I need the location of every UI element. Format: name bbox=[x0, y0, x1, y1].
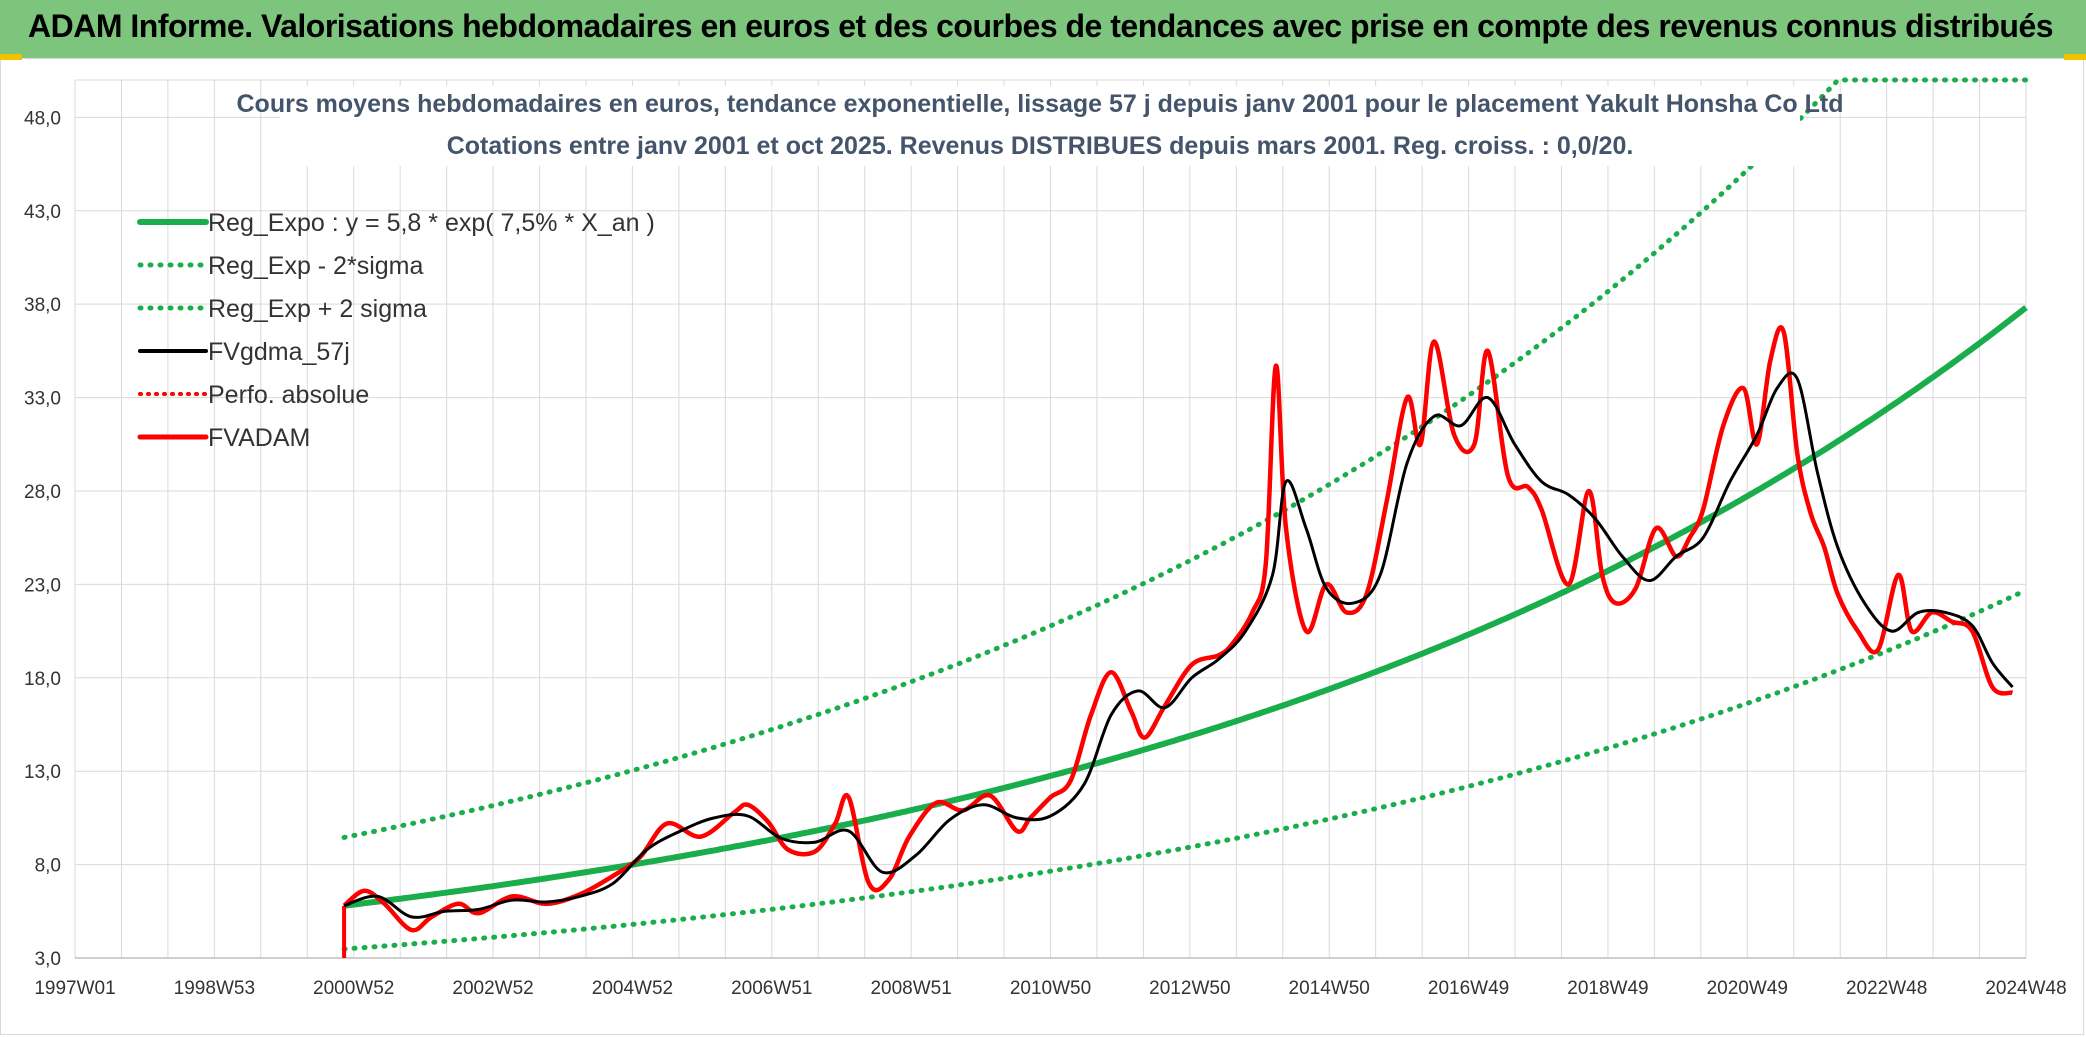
y-tick-label: 8,0 bbox=[35, 856, 61, 877]
regression-plus-2sigma-line bbox=[341, 77, 2029, 840]
x-axis-ticks: 1997W01 1998W53 2000W52 2002W52 2004W52 2006W… bbox=[34, 978, 2066, 999]
x-tick-label: 2010W50 bbox=[1010, 978, 1091, 999]
x-tick-label: 2000W52 bbox=[313, 978, 394, 999]
x-tick-label: 1998W53 bbox=[174, 978, 255, 999]
legend: Reg_Expo : y = 5,8 * exp( 7,5% * X_an ) R… bbox=[137, 209, 655, 452]
fvadam-line bbox=[342, 325, 2014, 933]
chart-frame bbox=[0, 58, 2084, 1035]
y-tick-label: 43,0 bbox=[24, 202, 61, 223]
y-axis-ticks: 3,0 8,0 13,0 18,0 23,0 28,0 33,0 38,0 43,0 48,0 bbox=[24, 108, 61, 970]
x-tick-label: 1997W01 bbox=[34, 978, 115, 999]
y-tick-label: 38,0 bbox=[24, 295, 61, 316]
y-tick-label: 28,0 bbox=[24, 482, 61, 503]
y-tick-label: 3,0 bbox=[35, 949, 61, 970]
x-tick-label: 2018W49 bbox=[1567, 978, 1648, 999]
y-tick-label: 33,0 bbox=[24, 389, 61, 410]
fvgdma-57j-line bbox=[343, 371, 2014, 919]
legend-label: Reg_Expo : y = 5,8 * exp( 7,5% * X_an ) bbox=[208, 209, 655, 237]
x-tick-label: 2002W52 bbox=[452, 978, 533, 999]
report-banner: ADAM Informe. Valorisations hebdomadaire… bbox=[0, 0, 2086, 58]
title-background bbox=[280, 86, 1800, 166]
regression-minus-2sigma-line bbox=[341, 587, 2029, 952]
x-tick-label: 2016W49 bbox=[1428, 978, 1509, 999]
x-tick-label: 2004W52 bbox=[592, 978, 673, 999]
y-tick-label: 18,0 bbox=[24, 669, 61, 690]
y-tick-label: 13,0 bbox=[24, 762, 61, 783]
y-tick-label: 23,0 bbox=[24, 575, 61, 596]
x-tick-label: 2006W51 bbox=[731, 978, 812, 999]
series-lines bbox=[341, 77, 2029, 958]
legend-label: FVADAM bbox=[208, 424, 310, 452]
legend-label: Reg_Exp + 2 sigma bbox=[208, 295, 427, 323]
legend-label: FVgdma_57j bbox=[208, 338, 350, 366]
corner-marker bbox=[0, 54, 22, 60]
chart-title-line-1: Cours moyens hebdomadaires en euros, ten… bbox=[237, 90, 1844, 118]
x-tick-label: 2020W49 bbox=[1707, 978, 1788, 999]
corner-marker bbox=[2064, 54, 2086, 60]
x-tick-label: 2024W48 bbox=[1985, 978, 2066, 999]
x-tick-label: 2014W50 bbox=[1289, 978, 1370, 999]
x-tick-label: 2008W51 bbox=[870, 978, 951, 999]
x-tick-label: 2022W48 bbox=[1846, 978, 1927, 999]
x-tick-label: 2012W50 bbox=[1149, 978, 1230, 999]
legend-label: Perfo. absolue bbox=[208, 381, 369, 409]
chart-title-line-2: Cotations entre janv 2001 et oct 2025. R… bbox=[447, 132, 1634, 160]
legend-label: Reg_Exp - 2*sigma bbox=[208, 252, 423, 280]
report-title: ADAM Informe. Valorisations hebdomadaire… bbox=[28, 8, 2054, 44]
regression-line bbox=[343, 305, 2028, 909]
y-tick-label: 48,0 bbox=[24, 108, 61, 129]
